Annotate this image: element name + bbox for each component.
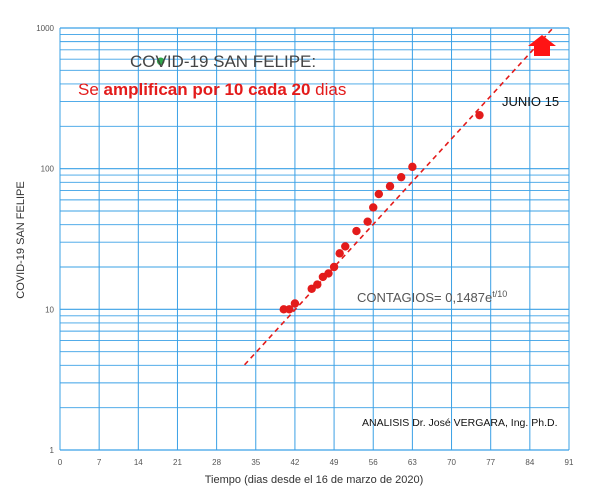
data-point (313, 280, 322, 289)
data-point (290, 299, 300, 308)
data-point (374, 189, 384, 199)
x-tick-label: 70 (447, 458, 456, 467)
x-tick-label: 91 (565, 458, 574, 467)
x-tick-label: 84 (525, 458, 534, 467)
arrow-up-icon (528, 35, 556, 56)
data-point (369, 203, 378, 212)
x-tick-label: 77 (486, 458, 495, 467)
data-point (329, 262, 339, 272)
data-point (335, 249, 344, 258)
x-tick-labels: 0 7 14 21 28 35 42 49 56 63 70 77 84 91 (58, 458, 574, 467)
subtitle-part: Se (78, 80, 104, 99)
credit-label: ANALISIS Dr. José VERGARA, Ing. Ph.D. (362, 417, 558, 429)
data-point (285, 305, 294, 314)
x-axis-title: Tiempo (dias desde el 16 de marzo de 202… (205, 474, 424, 486)
chart-title: COVID-19 SAN FELIPE: (130, 52, 316, 71)
x-tick-label: 0 (58, 458, 63, 467)
junio-label: JUNIO 15 (502, 94, 559, 109)
subtitle-part: dias (310, 80, 346, 99)
x-tick-label: 28 (212, 458, 221, 467)
trend-formula: CONTAGIOS= 0,1487et/10 (357, 289, 507, 305)
data-point (396, 172, 406, 182)
x-tick-label: 7 (97, 458, 102, 467)
x-tick-label: 21 (173, 458, 182, 467)
data-point (352, 226, 361, 236)
data-point (475, 110, 484, 120)
y-tick-label: 100 (41, 165, 55, 174)
trendline-path (243, 28, 553, 366)
y-tick-labels: 1 10 100 1000 (36, 24, 54, 455)
x-tick-label: 56 (369, 458, 378, 467)
x-tick-label: 42 (290, 458, 299, 467)
data-point (385, 182, 395, 191)
x-tick-label: 63 (408, 458, 417, 467)
trendline (243, 28, 553, 366)
x-tick-label: 35 (251, 458, 260, 467)
trend-formula-exponent: t/10 (492, 289, 507, 299)
y-tick-label: 1000 (36, 24, 54, 33)
y-tick-label: 1 (50, 446, 55, 455)
data-points (156, 57, 484, 314)
chart-subtitle: Se amplifican por 10 cada 20 dias (78, 80, 346, 99)
data-point (363, 217, 372, 226)
data-point (341, 242, 350, 251)
data-point (408, 162, 417, 172)
y-tick-label: 10 (45, 305, 54, 314)
green-marker-point (156, 57, 165, 66)
trend-formula-base: CONTAGIOS= 0,1487e (357, 290, 492, 305)
x-tick-label: 49 (330, 458, 339, 467)
data-point (324, 269, 333, 278)
subtitle-bold-part: amplifican por 10 cada 20 (104, 80, 311, 99)
gridlines (59, 27, 570, 451)
x-tick-label: 14 (134, 458, 143, 467)
y-axis-title: COVID-19 SAN FELIPE (15, 181, 27, 298)
